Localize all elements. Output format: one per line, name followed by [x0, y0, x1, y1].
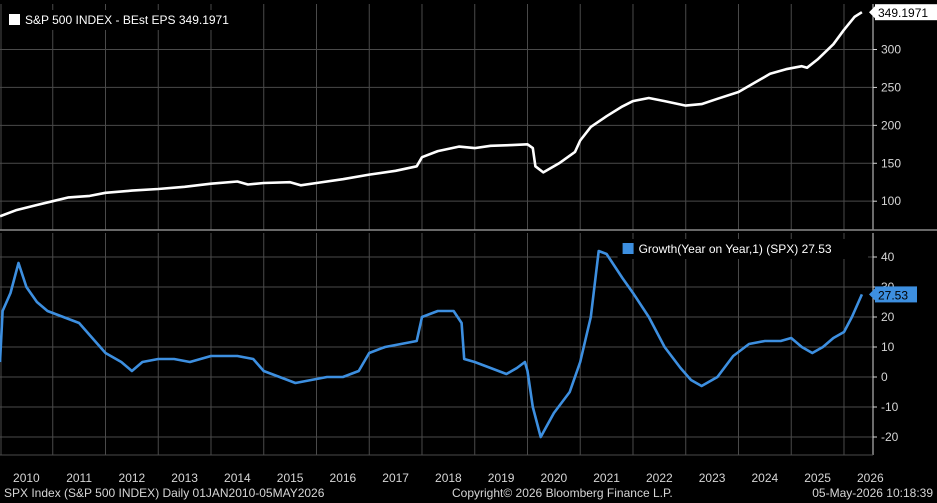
legend-swatch [622, 243, 634, 254]
y-tick-label: 300 [881, 43, 901, 57]
y-tick-label: 40 [881, 250, 895, 264]
legend-box [617, 239, 868, 259]
x-tick-label: 2019 [488, 471, 515, 485]
series-line [0, 249, 864, 439]
last-value-label: 349.1971 [878, 6, 928, 20]
x-tick-label: 2022 [646, 471, 673, 485]
x-tick-label: 2020 [541, 471, 568, 485]
x-tick-label: 2025 [804, 471, 831, 485]
x-tick-label: 2011 [66, 471, 92, 485]
y-tick-label: 20 [881, 310, 895, 324]
y-tick-label: 10 [881, 340, 895, 354]
x-tick-label: 2024 [752, 471, 779, 485]
x-axis: 2010 2011 2012 2013 2014 2015 2016 2017 2018 2019… [0, 454, 884, 485]
legend-label: Growth(Year on Year,1) (SPX) 27.53 [639, 242, 832, 256]
x-tick-label: 2012 [119, 471, 146, 485]
y-tick-label: 150 [881, 156, 901, 170]
y-tick-label: 0 [881, 370, 888, 384]
legend-box [4, 10, 248, 30]
series-line [0, 11, 863, 218]
x-tick-label: 2017 [382, 471, 409, 485]
x-tick-label: 2026 [857, 471, 884, 485]
legend-swatch [9, 14, 20, 25]
x-tick-label: 2018 [435, 471, 462, 485]
last-value-pointer [869, 6, 875, 19]
x-tick-label: 2016 [330, 471, 357, 485]
footer-timestamp: 05-May-2026 10:18:39 [812, 486, 933, 500]
y-tick-label: 200 [881, 118, 901, 132]
x-tick-label: 2013 [171, 471, 198, 485]
eps-panel: 100 150 200 250 300 349.1971 S&P 500 INDEX - B… [0, 4, 937, 231]
footer-copyright: Copyright© 2026 Bloomberg Finance L.P. [452, 486, 673, 500]
x-tick-label: 2021 [593, 471, 620, 485]
footer-source: SPX Index (S&P 500 INDEX) Daily 01JAN201… [4, 486, 325, 500]
y-tick-label: 100 [881, 194, 901, 208]
y-tick-label: -20 [881, 430, 899, 444]
x-tick-label: 2023 [699, 471, 726, 485]
y-tick-label: -10 [881, 400, 899, 414]
x-tick-label: 2010 [13, 471, 40, 485]
x-tick-label: 2015 [277, 471, 304, 485]
legend-label: S&P 500 INDEX - BEst EPS 349.1971 [25, 13, 229, 27]
last-value-label: 27.53 [878, 288, 908, 302]
x-tick-label: 2014 [224, 471, 251, 485]
last-value-box [875, 286, 917, 303]
y-tick-label: 250 [881, 80, 901, 94]
last-value-pointer [869, 288, 875, 301]
last-value-box [875, 4, 937, 21]
